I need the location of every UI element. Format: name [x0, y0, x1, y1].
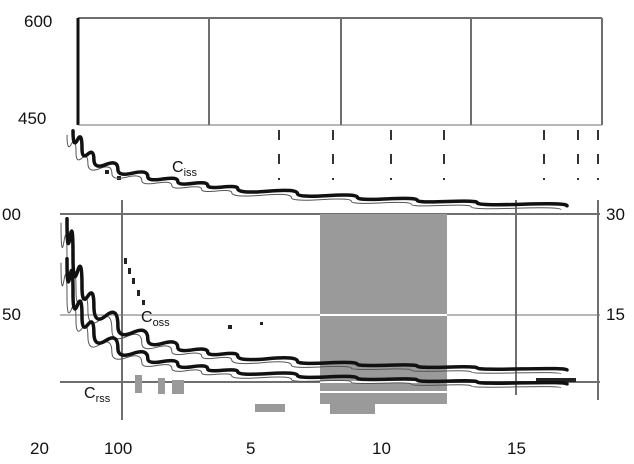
series-ciss-point — [355, 195, 359, 199]
series-crss-point — [565, 382, 569, 386]
speckle — [260, 322, 263, 325]
series-crss-point — [80, 315, 84, 319]
series-ciss-point — [565, 204, 569, 208]
series-coss-line — [65, 216, 569, 372]
series-ciss-point — [116, 167, 120, 172]
y-tick-left-450: 450 — [18, 109, 47, 128]
baseline-bar-3 — [172, 380, 184, 394]
speckle — [142, 300, 145, 305]
speckle — [128, 268, 131, 274]
shaded-block — [320, 214, 447, 404]
series-ciss-line — [71, 129, 569, 208]
series-crss-point — [146, 357, 150, 361]
speckle — [124, 258, 127, 264]
coss-annotation-sub: oss — [152, 317, 170, 330]
x-tick-5: 5 — [246, 439, 256, 458]
series-coss-point — [565, 368, 569, 372]
series-crss-point — [355, 376, 359, 380]
series-coss-point — [475, 366, 479, 370]
ciss-annotation-sub: iss — [183, 167, 198, 180]
speckle — [228, 325, 232, 329]
series-crss-point — [71, 291, 75, 295]
series-crss-shadow-line — [60, 262, 562, 389]
ciss-annotation-main: C — [172, 159, 184, 176]
series-ciss-point — [146, 175, 150, 179]
y-tick-right-15: 15 — [606, 305, 625, 324]
coss-annotation-main: C — [141, 309, 153, 326]
series-coss-point — [92, 303, 96, 308]
series-ciss-point — [71, 129, 75, 133]
crss-annotation-main: C — [84, 385, 96, 402]
baseline-bar-1 — [135, 375, 142, 393]
series-coss-point — [65, 217, 69, 221]
x-tick-20: 20 — [30, 439, 49, 458]
speckle — [105, 170, 109, 174]
series-crss-point — [206, 367, 210, 371]
series-ciss-point — [80, 147, 84, 151]
x-tick-15: 15 — [507, 439, 526, 458]
y-tick-right-30: 30 — [606, 205, 625, 224]
series-crss-point — [92, 330, 96, 335]
series-coss-point — [176, 345, 180, 350]
series-crss-point — [415, 378, 419, 382]
series-ciss-point — [475, 201, 479, 205]
ciss-annotation: Ciss — [172, 160, 197, 179]
series-coss-point — [80, 285, 84, 289]
series-ciss-point — [295, 192, 300, 196]
x-tick-10: 10 — [372, 439, 391, 458]
series-coss-point — [146, 337, 150, 341]
series-crss-point — [65, 257, 69, 261]
series-coss-shadow-line — [60, 222, 562, 375]
series-coss-point — [236, 354, 240, 358]
series-crss-point — [176, 362, 180, 366]
series-crss-point — [116, 346, 120, 350]
series-layer — [60, 129, 569, 389]
series-coss-point — [206, 350, 210, 354]
series-coss-point — [295, 359, 300, 364]
series-crss-point — [295, 373, 300, 378]
series-coss-point — [71, 254, 75, 258]
series-ciss-point — [415, 198, 419, 202]
series-crss-point — [236, 370, 240, 374]
speckle — [536, 378, 576, 382]
series-ciss-shadow-line — [66, 134, 562, 211]
series-crss-line — [65, 257, 569, 386]
baseline-bar-4 — [255, 404, 285, 412]
series-coss-point — [415, 364, 419, 368]
series-coss-point — [355, 362, 359, 366]
x-tick-100: 100 — [104, 439, 133, 458]
speckle — [137, 290, 140, 296]
crss-annotation: Crss — [84, 386, 110, 405]
y-tick-left-50: 50 — [2, 305, 21, 324]
y-tick-left-600: 600 — [24, 12, 53, 31]
baseline-bar-5 — [330, 404, 375, 414]
series-coss-point — [116, 324, 120, 328]
crss-annotation-sub: rss — [95, 393, 111, 406]
series-ciss-point — [176, 179, 180, 183]
y-tick-left-00: 00 — [2, 205, 21, 224]
series-crss-point — [475, 380, 479, 384]
series-ciss-point — [206, 183, 210, 188]
coss-annotation: Coss — [141, 310, 170, 329]
series-ciss-point — [236, 186, 240, 191]
speckle — [132, 278, 135, 284]
series-ciss-point — [92, 157, 96, 161]
baseline-bar-2 — [158, 378, 165, 394]
